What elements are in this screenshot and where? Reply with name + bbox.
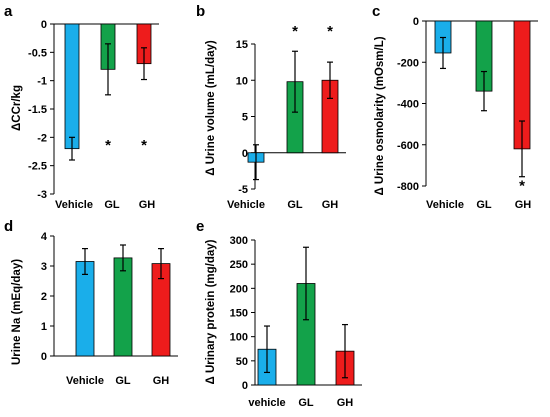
panel-a: a ΔCCr/kg 0 -0.5 -1 -1.5 -2 -2.5 -3 Vehicle GL *… [4, 3, 159, 211]
y-tick-label: -200 [397, 57, 419, 69]
y-tick-label: -2 [37, 132, 47, 144]
x-category-label: Vehicle [66, 375, 104, 387]
y-tick-label: 300 [230, 235, 248, 247]
y-axis-title-d: Urine Na (mEq/day) [11, 259, 23, 365]
y-tick-label: 2 [41, 291, 47, 303]
x-category-label: GL [476, 199, 492, 211]
significance-marker: * [519, 178, 525, 195]
y-axis-title-c: Δ Urine osmolarity (mOsm/L) [374, 36, 386, 195]
y-tick-label: 4 [41, 231, 48, 243]
y-tick-label: 0 [41, 19, 47, 31]
bars-c: Vehicle GL GH * [426, 20, 532, 211]
bar-vehicle [64, 23, 80, 150]
bar-gl [113, 257, 133, 357]
x-category-label: GH [139, 199, 156, 211]
significance-marker: * [327, 23, 333, 40]
y-tick-label: 5 [242, 112, 248, 124]
x-category-label: GL [287, 199, 303, 211]
bars-d: Vehicle GL GH [66, 244, 171, 387]
bar-vehicle [75, 261, 95, 357]
x-category-label: GH [322, 199, 339, 211]
y-tick-label: 0 [242, 148, 248, 160]
y-axis-e: 300 250 200 150 100 50 0 [230, 235, 362, 392]
y-tick-label: -400 [397, 99, 419, 111]
y-tick-label: 1 [41, 321, 47, 333]
x-category-label: GL [115, 375, 131, 387]
x-category-label: GH [515, 199, 532, 211]
y-axis-title-b: Δ Urine volume (mL/day) [205, 40, 217, 176]
x-category-label: Vehicle [55, 199, 93, 211]
bars-e: vehicle GL GH [248, 246, 355, 409]
y-tick-label: -1 [37, 76, 47, 88]
x-category-label: GH [153, 375, 170, 387]
panel-label-b: b [196, 3, 205, 20]
y-tick-label: 150 [230, 308, 248, 320]
y-tick-label: 0 [413, 16, 419, 28]
y-tick-label: 15 [236, 39, 248, 51]
significance-marker: * [105, 137, 111, 154]
bars-a: Vehicle GL * GH * [55, 23, 156, 211]
y-tick-label: 50 [236, 356, 248, 368]
panel-c: c Δ Urine osmolarity (mOsm/L) 0 -200 -400 -… [372, 3, 538, 211]
panel-label-a: a [4, 3, 13, 20]
y-tick-label: -800 [397, 181, 419, 193]
panel-label-e: e [196, 218, 204, 235]
panel-d: d Urine Na (mEq/day) 4 3 2 1 0 Vehicle GL GH [4, 218, 178, 387]
panel-b: b Δ Urine volume (mL/day) 15 10 5 0 -5 Vehic… [196, 3, 346, 211]
y-tick-label: 3 [41, 261, 47, 273]
y-tick-label: 100 [230, 332, 248, 344]
x-category-label: GL [104, 199, 120, 211]
y-tick-label: 250 [230, 259, 248, 271]
significance-marker: * [141, 137, 147, 154]
y-tick-label: -5 [238, 184, 248, 196]
y-tick-label: -2.5 [28, 161, 47, 173]
y-tick-label: -0.5 [28, 47, 47, 59]
y-tick-label: 10 [236, 75, 248, 87]
panel-label-d: d [4, 218, 13, 235]
x-category-label: Vehicle [227, 199, 265, 211]
y-axis-title-a: ΔCCr/kg [11, 85, 23, 131]
panel-label-c: c [372, 3, 380, 20]
x-category-label: vehicle [248, 397, 285, 409]
y-tick-label: 200 [230, 283, 248, 295]
panel-e: e Δ Urinary protein (mg/day) 300 250 200 15… [196, 218, 362, 409]
x-category-label: GL [298, 397, 314, 409]
bars-b: Vehicle GL * GH * [227, 23, 339, 211]
significance-marker: * [292, 23, 298, 40]
x-category-label: GH [337, 397, 354, 409]
y-tick-label: -1.5 [28, 104, 47, 116]
x-category-label: Vehicle [426, 199, 464, 211]
y-tick-label: -3 [37, 189, 47, 201]
y-tick-label: -600 [397, 140, 419, 152]
y-axis-title-e: Δ Urinary protein (mg/day) [205, 239, 217, 384]
y-tick-label: 0 [41, 351, 47, 363]
y-tick-label: 0 [242, 380, 248, 392]
